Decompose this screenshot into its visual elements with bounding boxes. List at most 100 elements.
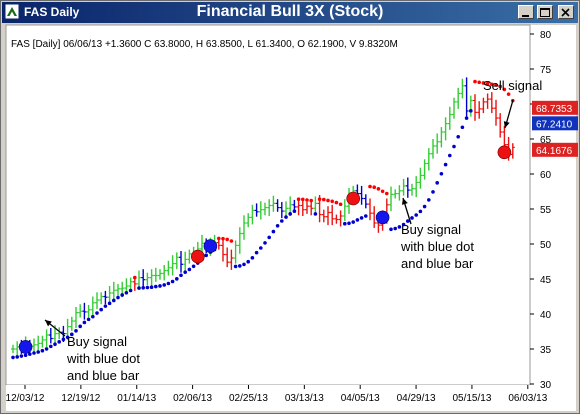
price-bar	[334, 214, 339, 224]
sar-dot	[149, 285, 154, 290]
sar-dot	[343, 221, 347, 226]
price-bar	[279, 202, 284, 219]
sar-dot	[292, 209, 297, 214]
sar-dot	[57, 340, 61, 344]
window-title: FAS Daily	[24, 5, 80, 19]
price-bar	[452, 97, 456, 119]
sar-dot	[225, 237, 229, 242]
sar-dot	[133, 275, 137, 280]
sar-dot	[170, 279, 175, 284]
price-bar	[431, 139, 435, 159]
sar-dot	[452, 144, 456, 149]
sar-dot	[309, 198, 314, 203]
sar-dot	[401, 222, 406, 227]
annotation-text: Sell signal	[483, 78, 542, 93]
annotation-sell: Sell signal	[483, 78, 542, 129]
sar-dot	[296, 197, 301, 201]
sar-dot	[36, 350, 40, 354]
sar-dot	[422, 204, 427, 209]
sar-dot	[376, 187, 381, 191]
close-button[interactable]	[558, 5, 574, 19]
price-bar	[401, 178, 406, 196]
sar-dot	[204, 253, 208, 258]
price-bar	[267, 199, 272, 216]
price-bar	[237, 227, 242, 254]
price-bar	[153, 267, 158, 282]
sar-dot	[460, 125, 465, 130]
buy-signal-marker	[18, 340, 33, 354]
price-bar	[36, 335, 41, 352]
price-bar	[263, 202, 267, 216]
sar-dot	[443, 162, 448, 167]
price-tag: 68.7353	[532, 100, 578, 115]
plot-area	[5, 24, 531, 386]
price-bar	[489, 92, 494, 114]
annotation-buy2: Buy signal with blue dot and blue bar	[400, 197, 474, 271]
sar-dot	[61, 337, 66, 342]
price-bar	[242, 215, 246, 240]
maximize-button[interactable]	[537, 5, 553, 19]
sar-dot	[317, 197, 322, 201]
sar-dot	[359, 216, 364, 220]
price-bar	[107, 286, 112, 303]
price-bar	[90, 296, 95, 319]
price-bar	[414, 176, 419, 198]
price-bar	[149, 269, 154, 286]
minimize-button[interactable]	[518, 5, 534, 19]
x-tick-label: 01/14/13	[117, 393, 156, 404]
price-bar	[439, 127, 444, 148]
price-bar	[405, 177, 410, 198]
y-tick-label: 55	[540, 205, 552, 216]
sar-dot	[380, 189, 385, 194]
price-bar	[166, 260, 171, 276]
sar-dot	[158, 284, 162, 288]
sar-dot	[128, 288, 133, 293]
sar-dot	[49, 344, 53, 349]
price-bar	[313, 196, 318, 214]
y-tick-label: 50	[540, 240, 552, 251]
sar-dot	[175, 277, 179, 281]
annotation-text: Buy signal	[67, 334, 127, 349]
price-bar	[158, 269, 162, 280]
price-bar	[456, 87, 461, 109]
price-bar	[137, 270, 141, 289]
annotation-buy1: Buy signal with blue dot and blue bar	[44, 319, 140, 383]
y-tick-label: 80	[540, 30, 552, 41]
price-axis-panel	[530, 25, 576, 385]
sar-dot	[32, 351, 36, 355]
sell-signal-marker	[497, 145, 512, 160]
annotation-text: Buy signal	[401, 222, 461, 237]
annotation-text: and blue bar	[67, 368, 140, 383]
price-tag: 67.2410	[532, 116, 578, 131]
sar-dot	[284, 215, 288, 219]
title-bar[interactable]: FAS Daily Financial Bull 3X (Stock)	[2, 2, 578, 23]
sar-dot	[145, 285, 150, 290]
price-bar	[485, 93, 490, 109]
price-bar	[477, 101, 482, 119]
sar-dot	[448, 153, 452, 158]
price-bar	[40, 335, 45, 348]
sar-dot	[91, 314, 95, 319]
price-bar	[99, 292, 104, 305]
x-tick-label: 12/19/12	[61, 393, 100, 404]
sar-dot	[372, 185, 377, 190]
sar-dot	[65, 335, 70, 340]
sell-signal-marker	[191, 249, 205, 264]
sar-dot	[250, 256, 255, 260]
x-tick-label: 02/25/13	[229, 393, 268, 404]
sar-dot	[288, 212, 293, 216]
price-bar	[426, 148, 431, 171]
price-bar	[225, 247, 230, 268]
y-tick-label: 35	[540, 345, 552, 356]
price-bar	[363, 194, 368, 209]
sar-dot	[330, 199, 335, 204]
sar-dot	[334, 200, 339, 205]
sar-dot	[368, 184, 372, 189]
price-bar	[498, 113, 503, 138]
x-tick-label: 04/05/13	[341, 393, 380, 404]
price-bar	[443, 117, 448, 141]
price-bar	[95, 292, 99, 310]
price-bar	[321, 209, 326, 223]
y-tick-label: 75	[540, 65, 552, 76]
buy-signal-marker	[375, 210, 390, 225]
